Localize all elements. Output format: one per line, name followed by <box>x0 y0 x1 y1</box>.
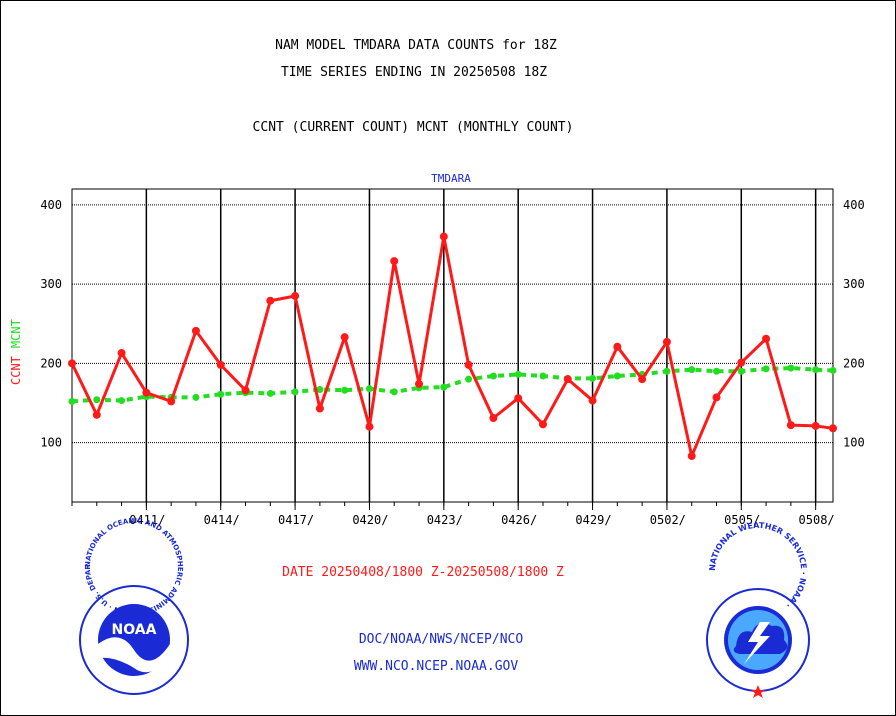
mcnt-point <box>341 386 349 394</box>
mcnt-point <box>316 385 324 393</box>
mcnt-point <box>217 390 225 398</box>
chart-panel-title: TMDARA <box>431 172 471 185</box>
ccnt-point <box>191 326 200 335</box>
ccnt-point <box>216 360 225 369</box>
ccnt-point <box>291 291 300 300</box>
mcnt-point <box>365 385 373 393</box>
ccnt-point <box>266 296 275 305</box>
doc-noaa-link[interactable]: DOC/NOAA/NWS/NCEP/NCO <box>358 632 524 647</box>
x-tick-label: 0502/ <box>650 513 686 527</box>
y-tick-label-right: 100 <box>843 436 865 450</box>
ccnt-point <box>613 342 622 351</box>
mcnt-point <box>266 389 274 397</box>
mcnt-point <box>390 388 398 396</box>
ccnt-point <box>464 360 473 369</box>
mcnt-point <box>68 397 76 405</box>
ccnt-point <box>829 424 837 433</box>
y-tick-label-left: 400 <box>40 198 62 212</box>
mcnt-point <box>688 366 696 374</box>
ccnt-point <box>241 386 250 395</box>
mcnt-point <box>812 366 820 374</box>
x-tick-label: 0505/ <box>724 513 760 527</box>
x-tick-label: 0417/ <box>278 513 314 527</box>
title-line-2: TIME SERIES ENDING IN 20250508 18Z <box>280 65 548 80</box>
ccnt-point <box>68 359 76 368</box>
ccnt-point <box>167 397 176 406</box>
ccnt-point <box>439 232 448 241</box>
ccnt-point <box>489 414 498 423</box>
mcnt-point <box>829 366 837 374</box>
mcnt-point <box>489 372 497 380</box>
ccnt-point <box>315 404 324 413</box>
date-range-label: DATE 20250408/1800 Z-20250508/1800 Z <box>282 565 564 580</box>
ccnt-point <box>415 379 424 388</box>
ccnt-point <box>588 396 597 405</box>
mcnt-point <box>787 364 795 372</box>
y-tick-label-right: 300 <box>843 277 865 291</box>
mcnt-point <box>514 370 522 378</box>
mcnt-series-line <box>71 366 834 404</box>
y-tick-label-left: 200 <box>40 356 62 370</box>
y-axis-label-ccnt: CCNT <box>9 356 23 385</box>
ccnt-point <box>390 257 399 266</box>
plot-area-frame <box>71 188 834 503</box>
ccnt-point <box>662 337 671 346</box>
ccnt-series-line <box>70 235 834 458</box>
ccnt-point <box>687 452 696 461</box>
mcnt-point <box>737 367 745 375</box>
noaa-ring-text: NATIONAL OCEANIC AND ATMOSPHERIC ADMINIS… <box>0 0 184 617</box>
mcnt-point <box>539 372 547 380</box>
x-tick-label: 0411/ <box>129 513 165 527</box>
mcnt-point <box>663 367 671 375</box>
ccnt-point <box>563 375 572 384</box>
noaa-logo-text: NOAA <box>112 622 157 638</box>
y-tick-label-left: 300 <box>40 277 62 291</box>
ccnt-point <box>538 420 547 429</box>
mcnt-point <box>613 372 621 380</box>
y-tick-label-left: 100 <box>40 436 62 450</box>
ccnt-point <box>786 421 795 430</box>
chart-subtitle: CCNT (CURRENT COUNT) MCNT (MONTHLY COUNT… <box>252 120 574 135</box>
ccnt-point <box>92 410 101 419</box>
ccnt-point <box>762 334 771 343</box>
nco-website-link[interactable]: WWW.NCO.NCEP.NOAA.GOV <box>353 659 519 674</box>
y-tick-label-right: 400 <box>843 198 865 212</box>
y-axis-label: CCNT MCNT <box>9 319 23 385</box>
svg-text:NATIONAL OCEANIC AND ATMOSPHER: NATIONAL OCEANIC AND ATMOSPHERIC ADMINIS… <box>0 0 184 617</box>
ccnt-point <box>712 393 721 402</box>
x-tick-label: 0420/ <box>352 513 388 527</box>
mcnt-point <box>465 375 473 383</box>
ccnt-point <box>142 388 151 397</box>
mcnt-point <box>589 374 597 382</box>
mcnt-point <box>93 396 101 404</box>
x-tick-label: 0414/ <box>204 513 240 527</box>
ccnt-point <box>638 375 647 384</box>
ccnt-point <box>117 349 126 358</box>
mcnt-point <box>712 367 720 375</box>
nws-logo: NATIONAL WEATHER SERVICE · NOAA · <box>706 521 810 698</box>
mcnt-point <box>118 397 126 405</box>
ccnt-point <box>811 421 820 430</box>
ccnt-point <box>737 358 746 367</box>
mcnt-point <box>192 393 200 401</box>
x-tick-label: 0423/ <box>427 513 463 527</box>
mcnt-point <box>440 383 448 391</box>
x-tick-label: 0508/ <box>799 513 835 527</box>
x-tick-label: 0426/ <box>501 513 537 527</box>
mcnt-point <box>291 388 299 396</box>
title-line-1: NAM MODEL TMDARA DATA COUNTS for 18Z <box>275 38 557 53</box>
ccnt-point <box>514 394 523 403</box>
ccnt-point <box>340 333 349 342</box>
noaa-logo: NOAA NATIONAL OCEANIC AND ATMOSPHERIC AD… <box>0 0 189 695</box>
y-tick-label-right: 200 <box>843 356 865 370</box>
y-axis-label-mcnt: MCNT <box>9 319 23 348</box>
ccnt-point <box>365 422 374 431</box>
x-tick-label: 0429/ <box>575 513 611 527</box>
mcnt-point <box>762 365 770 373</box>
